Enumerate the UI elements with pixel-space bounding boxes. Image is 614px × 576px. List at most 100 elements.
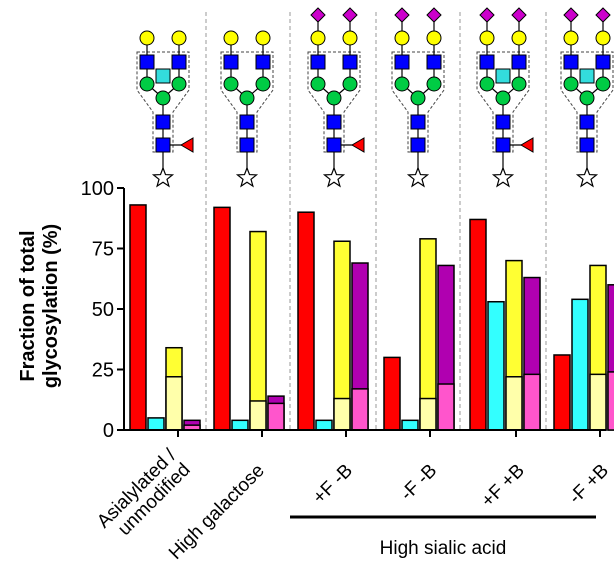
fucose-triangle bbox=[180, 137, 194, 153]
sialic-acid-diamond bbox=[479, 7, 495, 23]
asparagine-star-icon bbox=[491, 166, 515, 188]
glycan-structure-icon bbox=[391, 7, 445, 188]
bar-lower-segment bbox=[249, 400, 267, 431]
galactose-circle bbox=[479, 30, 495, 46]
glycan-structure-icon bbox=[560, 7, 614, 188]
galactose-circle bbox=[426, 30, 442, 46]
bar bbox=[571, 298, 589, 431]
y-tick-label: 25 bbox=[92, 360, 114, 382]
glcnac-square bbox=[223, 54, 239, 70]
mannose-circle bbox=[326, 90, 342, 106]
glcnac-square bbox=[410, 137, 426, 153]
asparagine-star-icon bbox=[575, 166, 599, 188]
y-axis-label-line2: glycosylation (%) bbox=[40, 223, 62, 389]
sialic-acid-diamond bbox=[342, 7, 358, 23]
bar-lower-segment bbox=[333, 397, 351, 431]
galactose-circle bbox=[171, 30, 187, 46]
bar-lower-segment bbox=[351, 388, 369, 431]
mannose-circle bbox=[139, 76, 155, 92]
sialic-acid-diamond bbox=[563, 7, 579, 23]
glycan-boundary bbox=[307, 51, 361, 153]
galactose-circle bbox=[595, 30, 611, 46]
mannose-circle bbox=[155, 90, 171, 106]
galactose-circle bbox=[563, 30, 579, 46]
mannose-circle bbox=[223, 76, 239, 92]
galactose-circle bbox=[310, 30, 326, 46]
mannose-circle bbox=[595, 76, 611, 92]
mannose-circle bbox=[394, 76, 410, 92]
y-tick-label: 100 bbox=[81, 178, 114, 200]
bar bbox=[383, 356, 401, 431]
glycan-boundary bbox=[391, 51, 445, 153]
sialic-acid-diamond bbox=[426, 7, 442, 23]
mannose-circle bbox=[426, 76, 442, 92]
glycan-boundary bbox=[476, 51, 530, 153]
fucose-triangle bbox=[520, 137, 534, 153]
bar bbox=[297, 211, 315, 431]
galactose-circle bbox=[511, 30, 527, 46]
bar-lower-segment bbox=[505, 376, 523, 431]
asparagine-star-icon bbox=[235, 166, 259, 188]
mannose-circle bbox=[310, 76, 326, 92]
glycan-structure-icon bbox=[307, 7, 365, 188]
glcnac-square bbox=[239, 137, 255, 153]
mannose-circle bbox=[239, 90, 255, 106]
bar bbox=[213, 206, 231, 431]
fucose-triangle bbox=[351, 137, 365, 153]
galactose-circle bbox=[139, 30, 155, 46]
glycan-structure-icon bbox=[220, 30, 274, 188]
bisecting-glcnac-square bbox=[155, 68, 171, 84]
glcnac-square bbox=[579, 137, 595, 153]
y-tick-label: 0 bbox=[103, 420, 114, 442]
y-axis-label-box: Fraction of total glycosylation (%) bbox=[8, 176, 72, 436]
mannose-circle bbox=[579, 90, 595, 106]
glycan-structure-icon bbox=[476, 7, 534, 188]
sialic-acid-diamond bbox=[310, 7, 326, 23]
galactose-circle bbox=[394, 30, 410, 46]
mannose-circle bbox=[479, 76, 495, 92]
glcnac-square bbox=[595, 54, 611, 70]
sialic-acid-diamond bbox=[595, 7, 611, 23]
glcnac-square bbox=[326, 137, 342, 153]
glcnac-square bbox=[255, 54, 271, 70]
mannose-circle bbox=[342, 76, 358, 92]
mannose-circle bbox=[511, 76, 527, 92]
sialic-acid-diamond bbox=[511, 7, 527, 23]
mannose-circle bbox=[563, 76, 579, 92]
bar-lower-segment bbox=[419, 397, 437, 431]
glcnac-square bbox=[394, 54, 410, 70]
mannose-circle bbox=[410, 90, 426, 106]
bar bbox=[487, 300, 505, 431]
glcnac-square bbox=[171, 54, 187, 70]
glcnac-square bbox=[139, 54, 155, 70]
bar bbox=[469, 218, 487, 431]
glycan-boundary bbox=[220, 51, 274, 153]
asparagine-star-icon bbox=[406, 166, 430, 188]
bisecting-glcnac-square bbox=[579, 68, 595, 84]
glcnac-square bbox=[511, 54, 527, 70]
galactose-circle bbox=[342, 30, 358, 46]
bar-lower-segment bbox=[267, 402, 285, 431]
galactose-circle bbox=[255, 30, 271, 46]
glcnac-square bbox=[155, 137, 171, 153]
bar bbox=[231, 419, 249, 431]
mannose-circle bbox=[171, 76, 187, 92]
mannose-circle bbox=[255, 76, 271, 92]
asparagine-star-icon bbox=[322, 166, 346, 188]
glcnac-square bbox=[495, 137, 511, 153]
bar bbox=[129, 204, 147, 431]
bar bbox=[401, 419, 419, 431]
group-label-high-sialic: High sialic acid bbox=[379, 538, 507, 559]
bar-lower-segment bbox=[437, 383, 455, 431]
bar-lower-segment bbox=[165, 376, 183, 431]
glycan-structure-icon bbox=[136, 30, 194, 188]
glcnac-square bbox=[479, 54, 495, 70]
glcnac-square bbox=[563, 54, 579, 70]
bisecting-glcnac-square bbox=[495, 68, 511, 84]
glcnac-square bbox=[579, 114, 595, 130]
y-tick-label: 50 bbox=[92, 299, 114, 321]
bar-lower-segment bbox=[523, 373, 541, 431]
bar bbox=[553, 354, 571, 431]
y-axis-label-line1: Fraction of total bbox=[17, 230, 39, 382]
